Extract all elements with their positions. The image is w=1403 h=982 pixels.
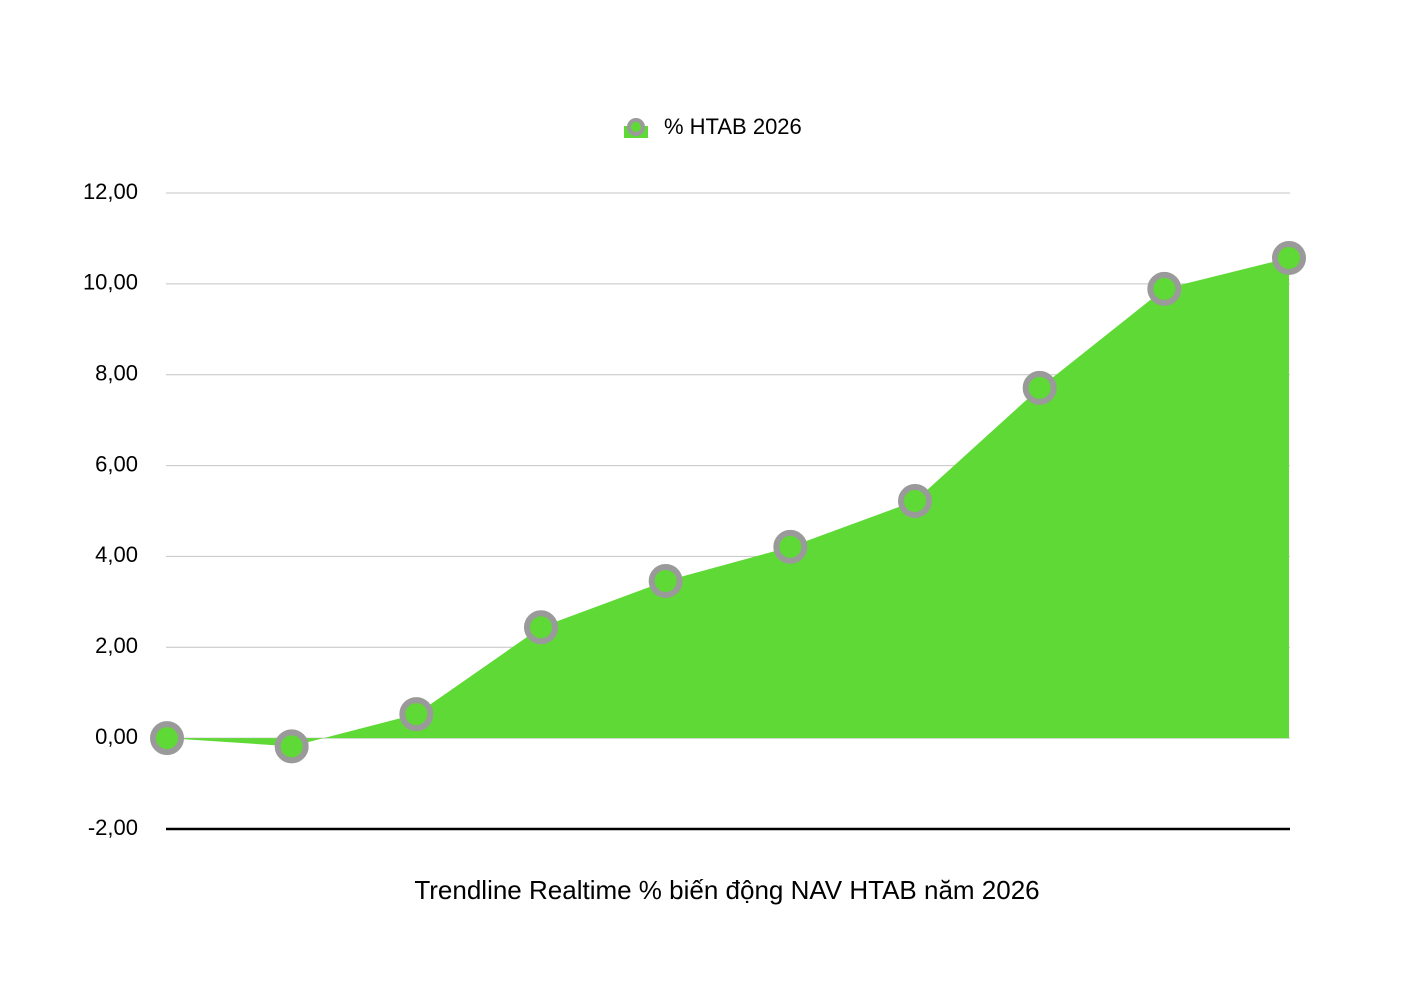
- marker: [773, 529, 808, 564]
- y-tick-label: 10,00: [83, 270, 138, 295]
- marker: [524, 610, 558, 645]
- marker: [1147, 271, 1182, 306]
- marker: [648, 563, 683, 598]
- area: [167, 257, 1289, 747]
- marker: [898, 484, 932, 519]
- x-axis-title: Trendline Realtime % biến động NAV HTAB …: [414, 875, 1039, 905]
- marker: [399, 697, 434, 732]
- marker: [150, 721, 184, 756]
- y-tick-label: 4,00: [95, 542, 138, 567]
- y-tick-label: 12,00: [83, 179, 138, 204]
- y-tick-label: 8,00: [95, 361, 138, 386]
- y-tick-label: 0,00: [95, 724, 138, 749]
- legend-marker: [627, 118, 645, 136]
- marker: [1022, 370, 1057, 405]
- y-tick-label: 2,00: [95, 633, 138, 658]
- y-tick-label: 6,00: [95, 451, 138, 476]
- marker: [274, 729, 309, 764]
- y-tick-label: -2,00: [88, 815, 138, 840]
- marker: [1272, 240, 1306, 275]
- legend-label: % HTAB 2026: [664, 114, 802, 139]
